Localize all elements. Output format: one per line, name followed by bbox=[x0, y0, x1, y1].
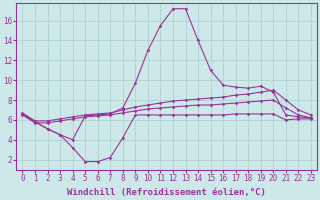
X-axis label: Windchill (Refroidissement éolien,°C): Windchill (Refroidissement éolien,°C) bbox=[67, 188, 266, 197]
